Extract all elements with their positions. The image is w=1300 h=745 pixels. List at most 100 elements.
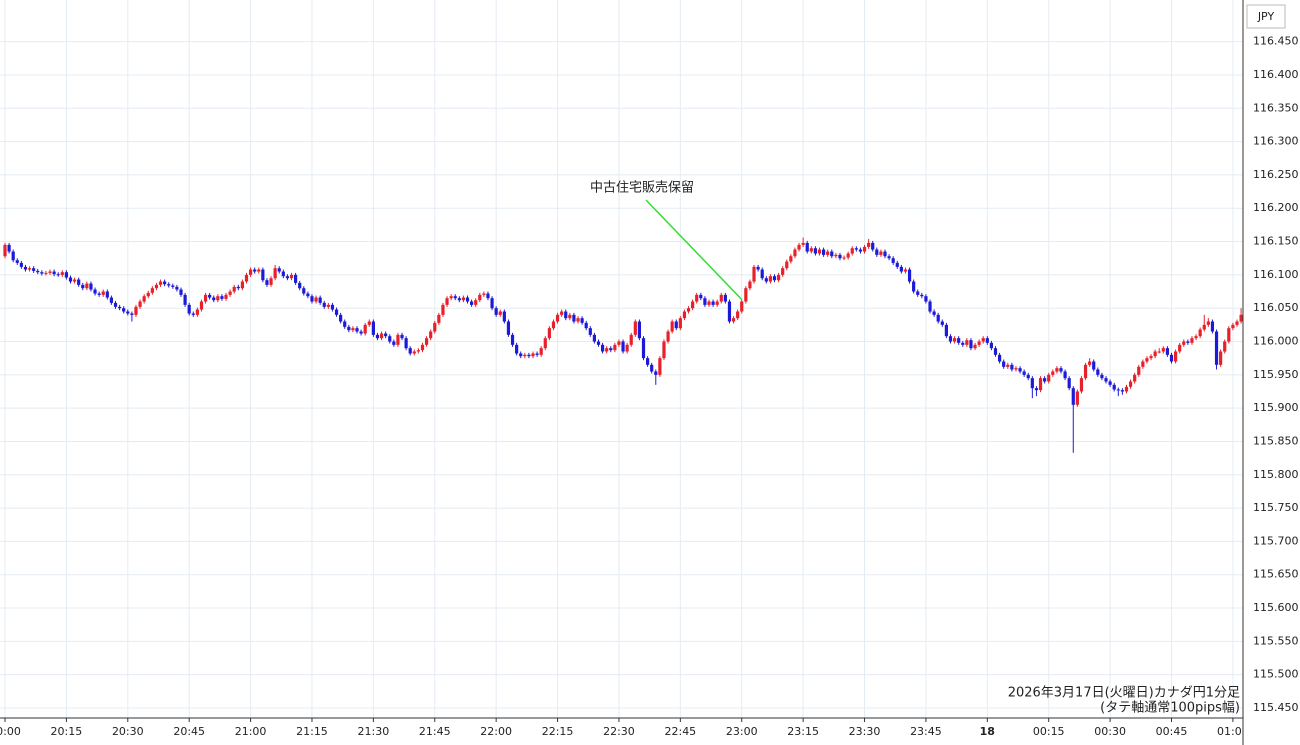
x-tick-label: 22:00 xyxy=(480,725,512,738)
candle-body xyxy=(1112,384,1116,390)
candle-body xyxy=(637,321,642,339)
candle-body xyxy=(838,254,842,259)
candle-body xyxy=(1128,381,1133,387)
x-tick-label: 22:15 xyxy=(542,725,574,738)
y-tick-label: 116.100 xyxy=(1253,268,1299,281)
x-tick-label: 00:15 xyxy=(1033,725,1065,738)
y-tick-label: 116.150 xyxy=(1253,235,1299,248)
candle-body xyxy=(187,304,191,314)
candle-body xyxy=(969,340,973,349)
candle-body xyxy=(437,314,441,323)
candle-body xyxy=(216,296,220,301)
x-tick-label: 22:45 xyxy=(664,725,696,738)
candle-body xyxy=(60,272,64,275)
candle-body xyxy=(482,293,486,295)
candle-body xyxy=(81,284,85,289)
candle-body xyxy=(695,294,699,302)
candle-body xyxy=(478,294,482,301)
candle-body xyxy=(7,244,11,252)
candle-body xyxy=(867,242,871,247)
candle-body xyxy=(220,296,224,299)
x-tick-label: 21:45 xyxy=(419,725,451,738)
y-tick-label: 115.500 xyxy=(1253,668,1299,681)
candle-body xyxy=(1153,351,1157,357)
y-tick-label: 115.950 xyxy=(1253,368,1299,381)
candle-body xyxy=(490,298,494,309)
candle-body xyxy=(506,321,511,335)
candle-body xyxy=(1149,356,1153,359)
candle-body xyxy=(494,308,498,315)
candle-body xyxy=(1051,371,1055,375)
candle-body xyxy=(339,314,343,322)
candle-body xyxy=(118,306,122,309)
y-tick-label: 115.850 xyxy=(1253,434,1299,447)
caption-line: (タテ軸通常100pips幅) xyxy=(1100,701,1240,716)
candle-body xyxy=(1173,351,1178,362)
candle-body xyxy=(19,262,23,267)
y-tick-label: 115.800 xyxy=(1253,468,1299,481)
candle-body xyxy=(691,301,695,309)
candle-body xyxy=(1108,381,1112,385)
candle-body xyxy=(973,344,977,349)
x-tick-label: 20:45 xyxy=(173,725,205,738)
candle-body xyxy=(1231,324,1235,329)
candle-body xyxy=(789,256,793,262)
candle-body xyxy=(1137,366,1141,375)
candle-body xyxy=(674,321,678,329)
candle-body xyxy=(842,257,846,259)
candle-body xyxy=(1219,351,1223,365)
candle-body xyxy=(1157,351,1161,353)
candle-body xyxy=(363,324,367,334)
candle-body xyxy=(138,301,142,307)
candle-body xyxy=(1092,361,1096,370)
y-tick-label: 116.300 xyxy=(1253,135,1299,148)
candle-body xyxy=(715,301,719,305)
candle-body xyxy=(621,341,625,352)
candle-body xyxy=(1079,378,1084,392)
candle-body xyxy=(208,294,212,298)
candle-body xyxy=(347,326,351,331)
candle-body xyxy=(1047,374,1051,382)
candle-body xyxy=(150,288,154,293)
candle-body xyxy=(871,242,875,250)
candle-body xyxy=(985,338,989,343)
candle-body xyxy=(179,289,183,295)
candle-body xyxy=(662,341,666,359)
candle-body xyxy=(400,334,404,339)
candle-body xyxy=(813,248,818,254)
candle-body xyxy=(891,258,895,263)
candle-body xyxy=(510,334,515,345)
candle-body xyxy=(109,297,114,303)
candle-body xyxy=(613,344,617,351)
candle-body xyxy=(711,301,715,305)
candle-body xyxy=(936,314,940,322)
candle-body xyxy=(654,371,658,375)
candle-body xyxy=(203,294,208,302)
candle-body xyxy=(1030,378,1034,389)
candle-body xyxy=(862,246,867,252)
candle-body xyxy=(379,333,384,339)
candle-body xyxy=(989,342,994,349)
candle-body xyxy=(310,296,314,302)
candle-body xyxy=(903,269,908,272)
candle-body xyxy=(261,269,265,281)
x-tick-label: 23:15 xyxy=(787,725,819,738)
candle-body xyxy=(1075,391,1079,405)
candle-body xyxy=(592,334,596,342)
candle-body xyxy=(105,291,109,298)
candle-body xyxy=(367,321,371,325)
candle-body xyxy=(572,314,576,322)
candle-body xyxy=(465,297,470,302)
candle-body xyxy=(302,288,306,294)
candles xyxy=(3,237,1243,453)
candle-body xyxy=(797,244,801,250)
candle-body xyxy=(502,311,506,322)
candle-body xyxy=(928,301,932,312)
candle-body xyxy=(126,311,130,314)
candle-body xyxy=(1198,329,1202,337)
candle-body xyxy=(895,262,899,267)
candle-body xyxy=(1002,361,1006,367)
y-tick-label: 116.400 xyxy=(1253,68,1299,81)
candle-body xyxy=(314,297,318,302)
candle-body xyxy=(834,254,838,257)
